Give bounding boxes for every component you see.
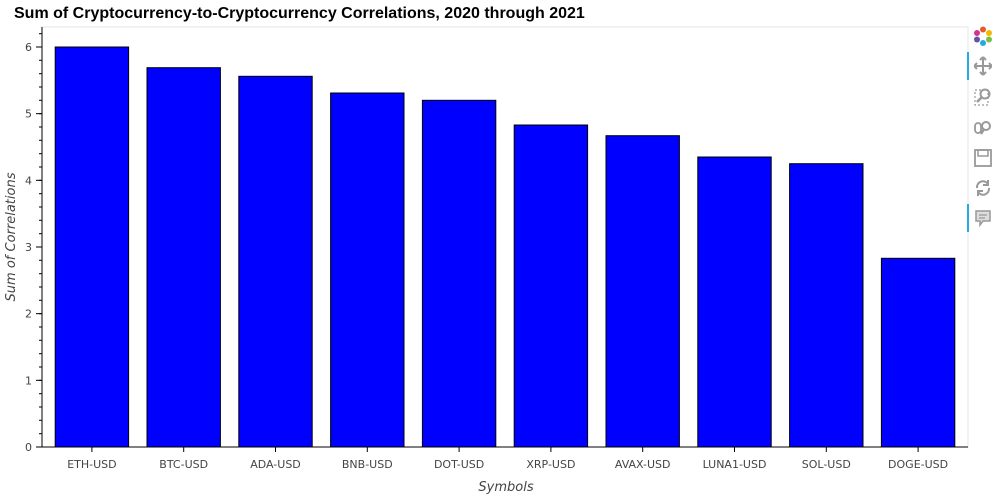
x-tick-label: ETH-USD bbox=[67, 458, 116, 471]
bar-eth-usd bbox=[54, 46, 130, 448]
bokeh-logo-icon[interactable] bbox=[967, 22, 997, 50]
box-zoom-icon bbox=[974, 88, 991, 106]
y-tick-label: 2 bbox=[25, 308, 32, 321]
x-tick-label: LUNA1-USD bbox=[703, 458, 767, 471]
x-tick-label: DOT-USD bbox=[434, 458, 484, 471]
chart-title: Sum of Cryptocurrency-to-Cryptocurrency … bbox=[14, 5, 585, 22]
y-tick-label: 3 bbox=[25, 241, 32, 254]
bar-bnb-usd bbox=[330, 92, 405, 448]
x-tick-label: ADA-USD bbox=[250, 458, 301, 471]
bar-dot-usd bbox=[421, 99, 497, 448]
box-zoom-tool[interactable] bbox=[967, 83, 997, 111]
bar-avax-usd bbox=[605, 135, 680, 448]
bar-ada-usd bbox=[238, 75, 313, 448]
x-tick-label: XRP-USD bbox=[526, 458, 575, 471]
y-axis: 0 1 2 3 4 5 6 bbox=[25, 27, 43, 454]
bar-xrp-usd bbox=[513, 124, 589, 448]
reset-tool[interactable] bbox=[967, 174, 997, 202]
hover-tool[interactable] bbox=[967, 204, 997, 232]
x-tick-label: BNB-USD bbox=[342, 458, 393, 471]
wheel-zoom-tool[interactable] bbox=[967, 114, 997, 142]
y-tick-label: 1 bbox=[25, 374, 32, 387]
y-tick-label: 0 bbox=[25, 441, 32, 454]
x-tick-label: DOGE-USD bbox=[888, 458, 948, 471]
save-icon bbox=[974, 149, 992, 167]
save-tool[interactable] bbox=[967, 144, 997, 172]
y-tick-label: 4 bbox=[25, 174, 32, 187]
y-tick-label: 6 bbox=[25, 41, 32, 54]
pan-icon bbox=[974, 56, 992, 76]
y-axis-label: Sum of Correlations bbox=[4, 172, 19, 301]
pan-tool[interactable] bbox=[967, 52, 997, 80]
x-axis-label: Symbols bbox=[478, 480, 533, 495]
bar-sol-usd bbox=[789, 163, 864, 448]
x-axis: ETH-USD BTC-USD ADA-USD BNB-USD DOT-USD XRP-U… bbox=[42, 446, 968, 471]
x-tick-label: SOL-USD bbox=[802, 458, 851, 471]
wheel-zoom-icon bbox=[974, 121, 991, 135]
bar-doge-usd bbox=[880, 257, 956, 448]
hover-icon bbox=[975, 210, 991, 228]
x-tick-label: AVAX-USD bbox=[615, 458, 671, 471]
bar-btc-usd bbox=[146, 67, 221, 448]
y-tick-label: 5 bbox=[25, 108, 32, 121]
x-tick-label: BTC-USD bbox=[159, 458, 208, 471]
bars-group bbox=[54, 46, 956, 448]
bar-luna1-usd bbox=[697, 156, 772, 448]
reset-icon bbox=[975, 180, 991, 196]
